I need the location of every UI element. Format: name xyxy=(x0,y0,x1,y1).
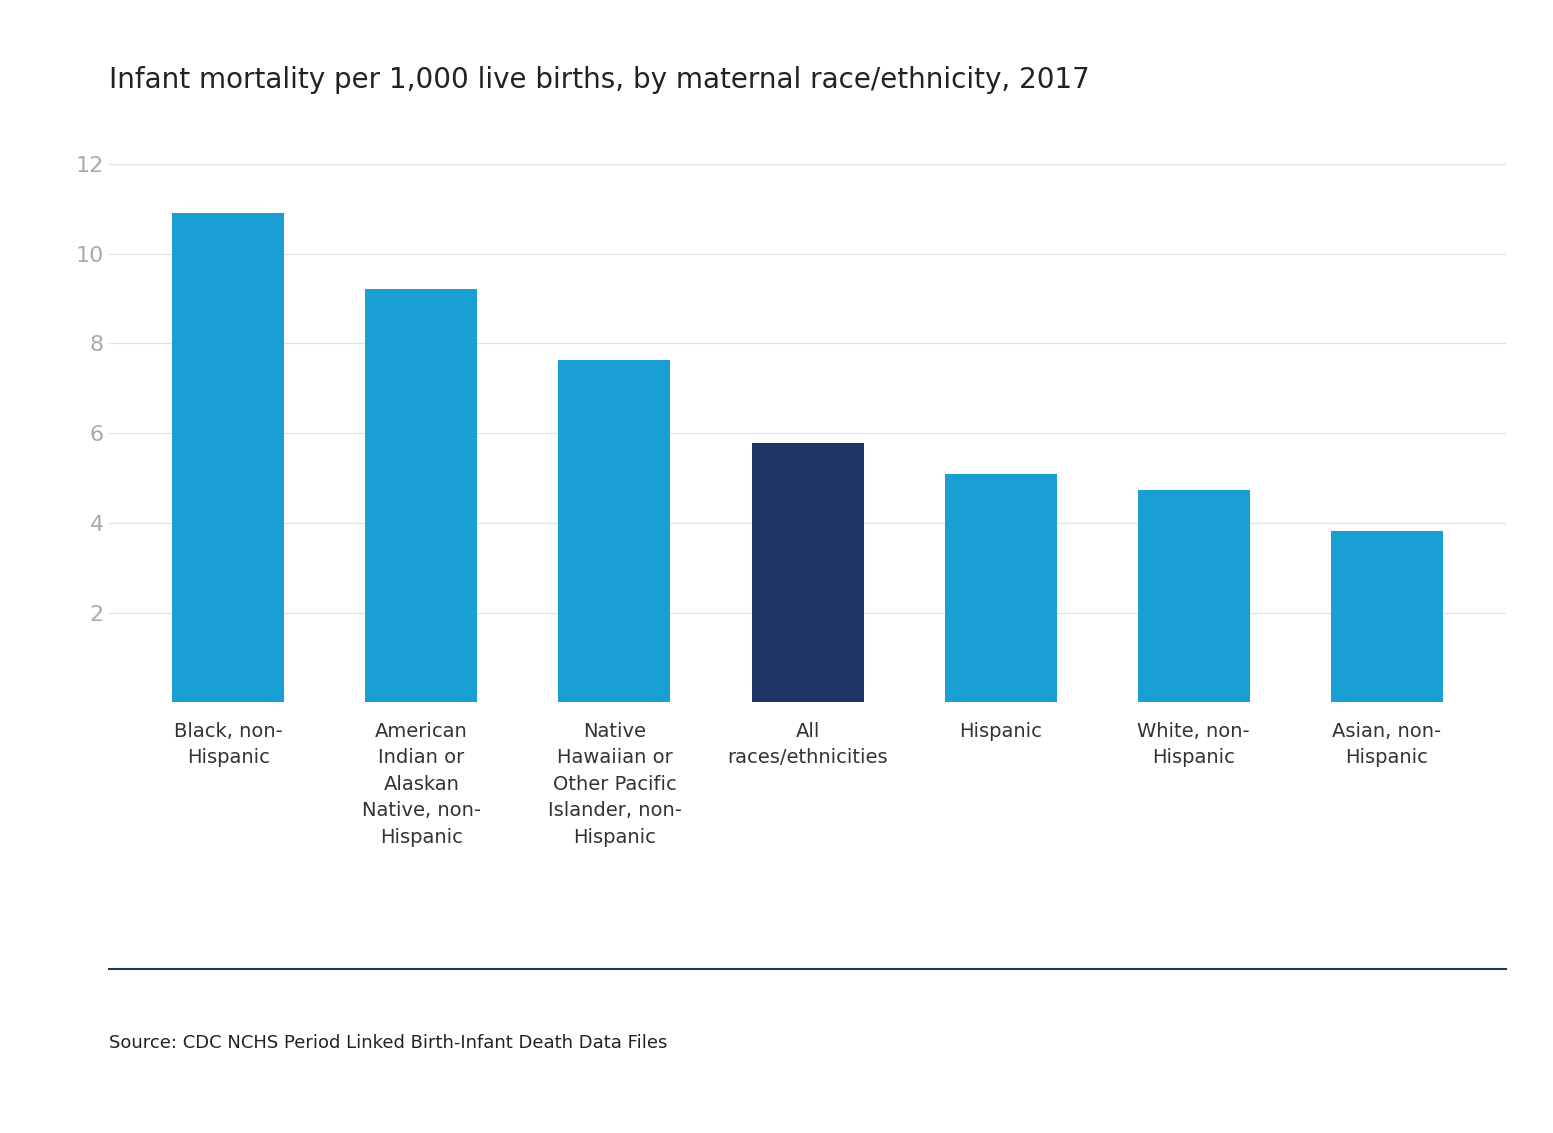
Text: Infant mortality per 1,000 live births, by maternal race/ethnicity, 2017: Infant mortality per 1,000 live births, … xyxy=(109,67,1090,94)
Bar xyxy=(944,474,1056,702)
Bar xyxy=(172,213,284,702)
Bar xyxy=(365,289,477,702)
Bar xyxy=(752,443,863,702)
Bar xyxy=(1138,491,1250,702)
Text: Source: CDC NCHS Period Linked Birth-Infant Death Data Files: Source: CDC NCHS Period Linked Birth-Inf… xyxy=(109,1034,668,1053)
Bar xyxy=(559,360,671,702)
Bar xyxy=(1331,531,1443,702)
